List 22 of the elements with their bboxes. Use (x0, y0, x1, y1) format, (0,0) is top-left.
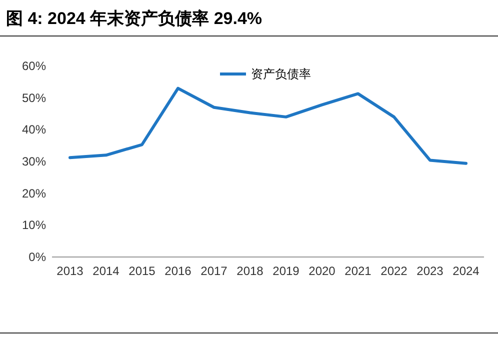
y-tick-label: 40% (22, 122, 46, 137)
x-tick-label: 2022 (380, 264, 408, 278)
x-tick-label: 2020 (308, 264, 336, 278)
x-tick-label: 2015 (128, 264, 156, 278)
x-tick-label: 2018 (236, 264, 264, 278)
x-tick-label: 2021 (344, 264, 372, 278)
y-tick-label: 50% (22, 90, 46, 105)
chart-title: 图 4: 2024 年末资产负债率 29.4% (6, 9, 262, 28)
x-tick-label: 2014 (92, 264, 120, 278)
y-tick-label: 60% (22, 59, 46, 73)
x-tick-label: 2016 (164, 264, 192, 278)
legend-label: 资产负债率 (251, 67, 311, 81)
x-tick-label: 2013 (56, 264, 84, 278)
x-tick-label: 2023 (416, 264, 444, 278)
y-tick-label: 20% (22, 186, 46, 200)
line-series (68, 86, 468, 165)
y-tick-label: 0% (28, 250, 46, 264)
y-tick-label: 10% (22, 218, 46, 232)
x-tick-label: 2019 (272, 264, 300, 278)
x-tick-label: 2024 (452, 264, 480, 278)
x-tick-label: 2017 (200, 264, 228, 278)
y-tick-label: 30% (22, 154, 46, 168)
